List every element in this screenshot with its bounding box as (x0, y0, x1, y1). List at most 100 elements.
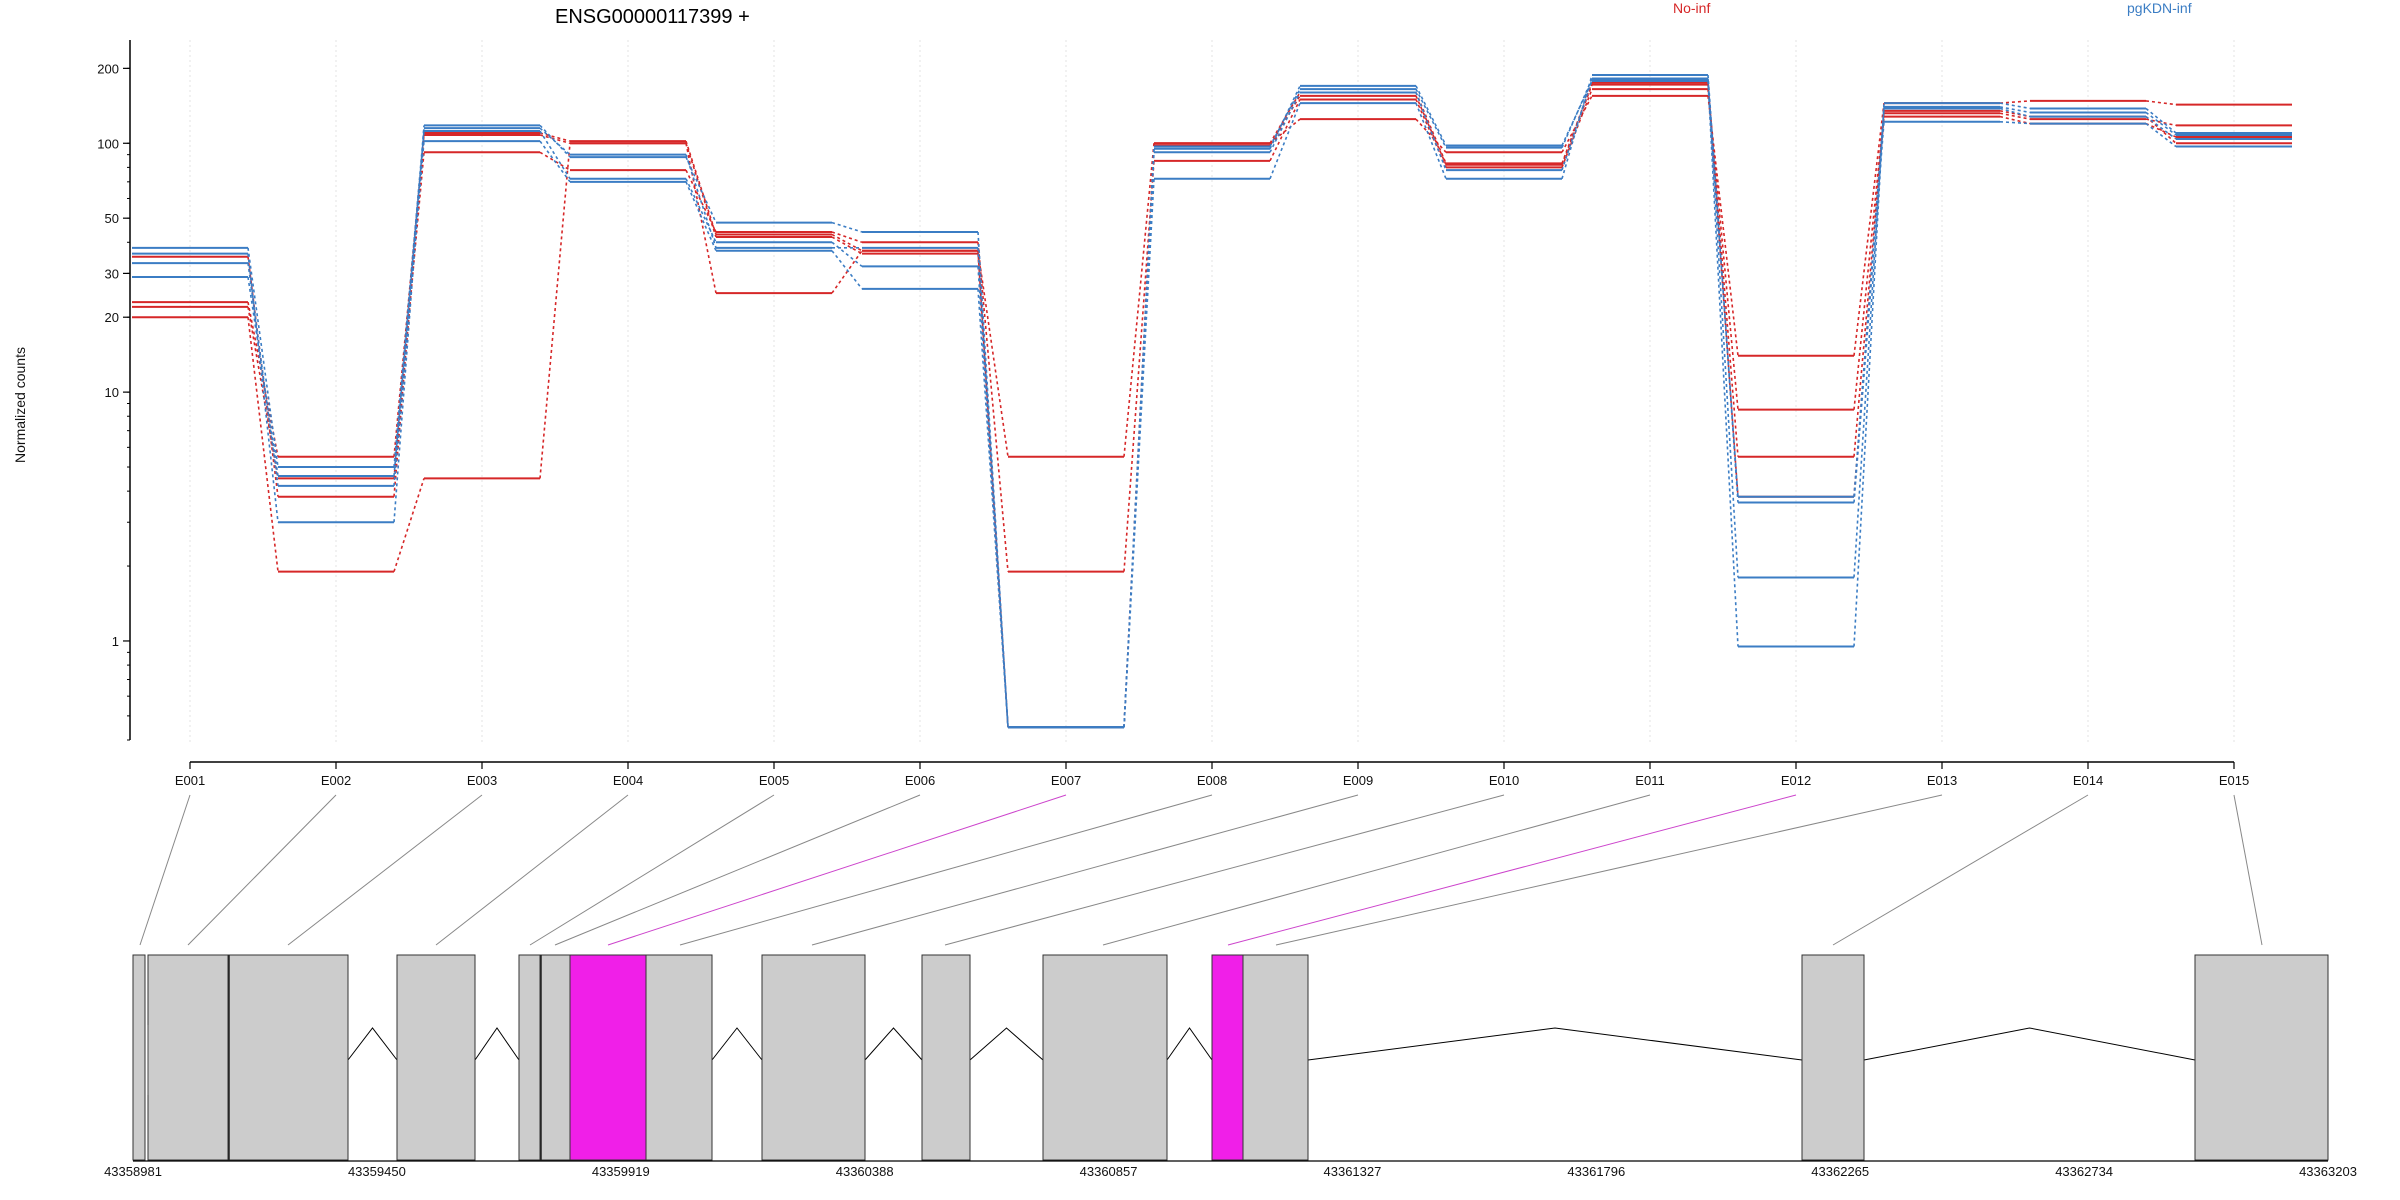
exon-box-E006 (539, 954, 571, 1161)
x-tick-label-E009: E009 (1343, 773, 1373, 788)
connector-segment (1561, 88, 1593, 168)
exon-connector-E006 (554, 794, 921, 946)
connector-segment (2145, 111, 2177, 136)
connector-segment (1269, 102, 1301, 180)
connector-segment (1269, 99, 1301, 162)
exon-box-E005 (518, 954, 541, 1161)
connector-segment (393, 130, 425, 477)
connector-segment (1853, 103, 1885, 356)
exon-connector-E014 (1832, 794, 2089, 946)
x-tick-label-E015: E015 (2219, 773, 2249, 788)
series-No-inf-2 (132, 88, 2292, 573)
connector-segment (685, 156, 717, 223)
connector-segment (2145, 100, 2177, 106)
y-tick-label-1: 1 (112, 634, 119, 649)
genomic-coordinate-label: 43359919 (592, 1164, 650, 1179)
connector-segment (539, 143, 571, 479)
connector-segment (977, 242, 1009, 572)
exon-box-E011 (1042, 954, 1168, 1161)
connector-segment (1269, 92, 1301, 144)
exon-connector-E015 (2233, 794, 2263, 946)
intron-line-8 (1863, 1027, 2196, 1061)
connector-segment (1853, 113, 1885, 410)
connector-segment (1415, 95, 1447, 166)
connector-segment (1707, 78, 1739, 578)
connector-segment (539, 140, 571, 183)
exon-box-E004 (396, 954, 476, 1161)
connector-segment (1999, 106, 2031, 114)
genomic-coordinate-label: 43358981 (104, 1164, 162, 1179)
connector-segment (1999, 115, 2031, 125)
genomic-coordinate-label: 43362265 (1811, 1164, 1869, 1179)
connector-segment (1853, 121, 1885, 503)
exon-box-E013 (1242, 954, 1309, 1161)
axes: 1 10 20 30 50 100 200 E001 E002 E003 E004 E005 E006 E… (97, 40, 2249, 788)
connector-segment (831, 241, 863, 268)
exon-box-E009 (761, 954, 866, 1161)
connector-segment (977, 247, 1009, 728)
exon-connectors (139, 794, 2263, 946)
exon-box-E015 (2194, 954, 2329, 1161)
connector-segment (1999, 102, 2031, 110)
x-tick-label-E013: E013 (1927, 773, 1957, 788)
genomic-coordinate-label: 43359450 (348, 1164, 406, 1179)
connector-segment (977, 288, 1009, 728)
connector-segment (1561, 74, 1593, 179)
x-tick-label-E011: E011 (1635, 773, 1664, 788)
connector-segment (1853, 108, 1885, 497)
x-tick-label-E012: E012 (1781, 773, 1811, 788)
genomic-coordinate-label: 43362734 (2055, 1164, 2113, 1179)
exon-connector-E007 (607, 794, 1067, 946)
connector-segment (539, 130, 571, 180)
intron-line-5 (969, 1027, 1044, 1061)
x-tick-label-E008: E008 (1197, 773, 1227, 788)
connector-segment (1123, 152, 1155, 728)
connector-segment (1123, 143, 1155, 457)
connector-segment (393, 141, 425, 486)
genomic-coordinate-label: 43360857 (1080, 1164, 1138, 1179)
connector-segment (539, 132, 571, 142)
exon-connector-E002 (187, 794, 337, 946)
connector-segment (1123, 178, 1155, 728)
x-tick-label-E003: E003 (467, 773, 497, 788)
connector-segment (2145, 107, 2177, 134)
legend-no-inf: No-inf (1673, 0, 1710, 16)
connector-segment (2145, 115, 2177, 140)
exon-box-E001 (132, 954, 146, 1161)
y-tick-label-100: 100 (97, 136, 119, 151)
connector-segment (1269, 88, 1301, 147)
exon-connector-E005 (529, 794, 775, 946)
connector-segment (831, 221, 863, 233)
connector-segment (685, 143, 717, 294)
exon-box-E003 (227, 954, 349, 1161)
y-tick-label-10: 10 (105, 385, 119, 400)
exon-box-E002 (147, 954, 229, 1161)
x-tick-label-E006: E006 (905, 773, 935, 788)
chart-title: ENSG00000117399 + (555, 6, 750, 28)
connector-segment (831, 236, 863, 255)
connector-segment (1707, 80, 1739, 647)
intron-line-1 (347, 1027, 398, 1061)
x-tick-label-E001: E001 (175, 773, 205, 788)
connector-segment (1999, 100, 2031, 104)
connector-segment (685, 181, 717, 252)
series-pgKDN-inf-8 (132, 78, 2292, 729)
exon-connector-E008 (679, 794, 1213, 946)
gene-model: 43358981 43359450 43359919 43360388 43360857… (104, 954, 2357, 1179)
x-tick-label-E010: E010 (1489, 773, 1519, 788)
connector-segment (247, 247, 279, 468)
exon-box-E010 (921, 954, 971, 1161)
connector-segment (2145, 122, 2177, 148)
connector-segment (831, 250, 863, 290)
connector-segment (1415, 88, 1447, 149)
connector-segment (539, 127, 571, 156)
connector-segment (1999, 120, 2031, 125)
exon-box-E008 (645, 954, 713, 1161)
exon-connector-E001 (139, 794, 191, 946)
connector-segment (539, 134, 571, 145)
intron-line-6 (1166, 1027, 1213, 1061)
connector-segment (1707, 79, 1739, 497)
genomic-coordinate-label: 43361796 (1567, 1164, 1625, 1179)
connector-segment (1561, 79, 1593, 171)
